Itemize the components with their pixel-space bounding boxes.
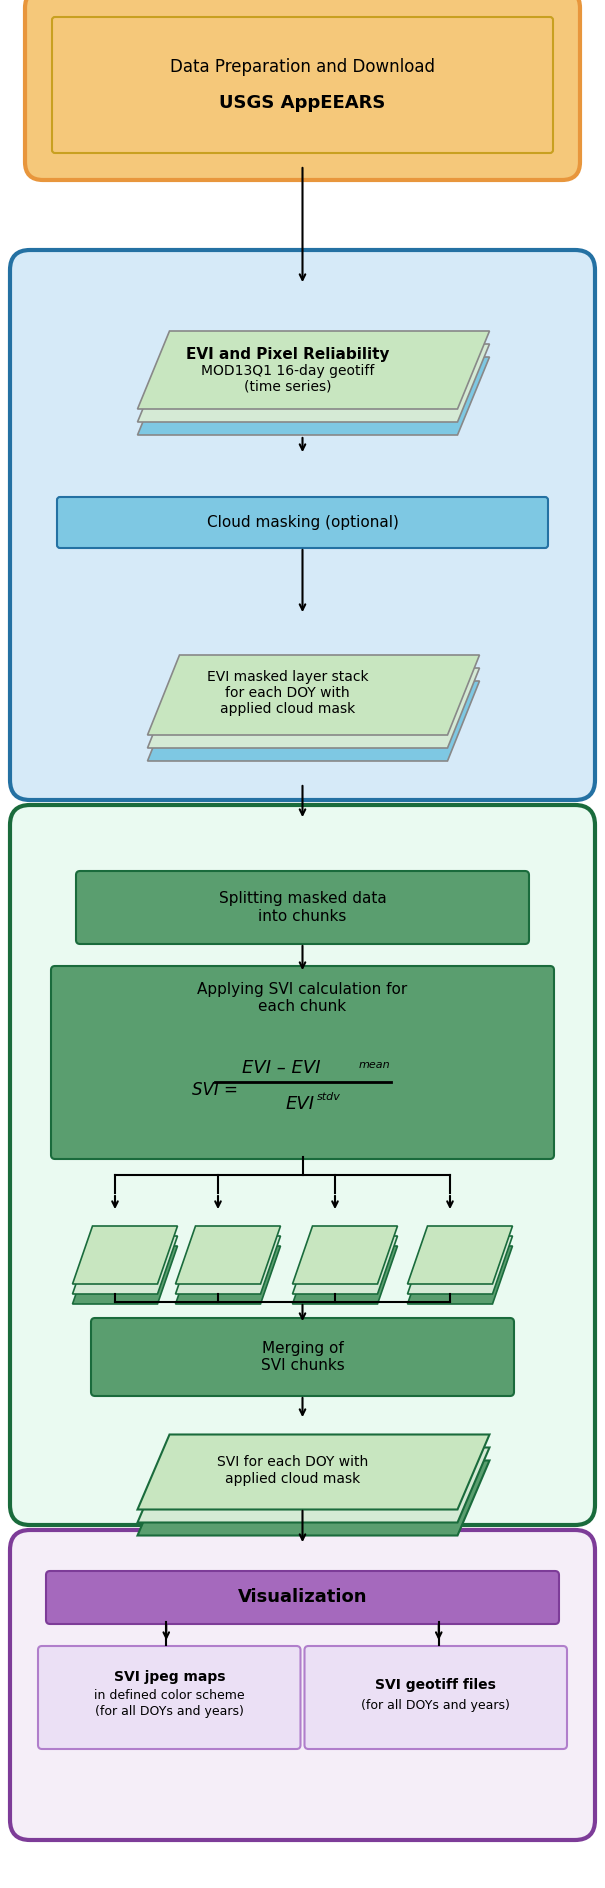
Polygon shape: [73, 1237, 177, 1293]
Polygon shape: [292, 1225, 397, 1284]
FancyBboxPatch shape: [10, 249, 595, 801]
Text: SVI jpeg maps: SVI jpeg maps: [114, 1671, 225, 1684]
Polygon shape: [292, 1237, 397, 1293]
Text: (for all DOYs and years): (for all DOYs and years): [95, 1705, 244, 1718]
Text: USGS AppEEARS: USGS AppEEARS: [219, 94, 386, 111]
Text: Data Preparation and Download: Data Preparation and Download: [170, 59, 435, 76]
Text: Cloud masking (optional): Cloud masking (optional): [206, 515, 399, 531]
Polygon shape: [408, 1246, 512, 1305]
Text: EVI and Pixel Reliability: EVI and Pixel Reliability: [186, 347, 389, 361]
Text: EVI – EVI: EVI – EVI: [242, 1059, 321, 1076]
FancyBboxPatch shape: [57, 497, 548, 548]
Text: stdv: stdv: [316, 1091, 341, 1103]
Polygon shape: [73, 1246, 177, 1305]
Text: for each DOY with: for each DOY with: [225, 685, 350, 700]
Polygon shape: [408, 1225, 512, 1284]
Text: EVI: EVI: [286, 1095, 315, 1114]
Text: SVI =: SVI =: [192, 1082, 244, 1099]
Text: (time series): (time series): [244, 379, 332, 395]
Polygon shape: [175, 1225, 281, 1284]
Polygon shape: [148, 682, 480, 761]
Text: (for all DOYs and years): (for all DOYs and years): [361, 1699, 510, 1712]
Polygon shape: [292, 1246, 397, 1305]
Text: applied cloud mask: applied cloud mask: [220, 702, 355, 716]
FancyBboxPatch shape: [10, 804, 595, 1526]
Text: SVI geotiff files: SVI geotiff files: [375, 1678, 496, 1692]
FancyBboxPatch shape: [25, 0, 580, 179]
Polygon shape: [137, 357, 489, 434]
Polygon shape: [73, 1225, 177, 1284]
FancyBboxPatch shape: [46, 1571, 559, 1624]
Text: MOD13Q1 16-day geotiff: MOD13Q1 16-day geotiff: [201, 364, 374, 378]
Polygon shape: [137, 344, 489, 423]
Polygon shape: [137, 330, 489, 410]
FancyBboxPatch shape: [38, 1646, 301, 1748]
Polygon shape: [175, 1237, 281, 1293]
FancyBboxPatch shape: [10, 1529, 595, 1841]
Text: Splitting masked data
into chunks: Splitting masked data into chunks: [218, 891, 387, 923]
Text: mean: mean: [359, 1059, 390, 1070]
Text: SVI for each DOY with: SVI for each DOY with: [217, 1456, 368, 1469]
Polygon shape: [175, 1246, 281, 1305]
FancyBboxPatch shape: [51, 967, 554, 1159]
Polygon shape: [137, 1435, 489, 1510]
FancyBboxPatch shape: [76, 870, 529, 944]
Text: applied cloud mask: applied cloud mask: [225, 1473, 360, 1486]
Polygon shape: [137, 1448, 489, 1522]
Text: Visualization: Visualization: [238, 1588, 367, 1607]
FancyBboxPatch shape: [304, 1646, 567, 1748]
Polygon shape: [408, 1237, 512, 1293]
FancyBboxPatch shape: [52, 17, 553, 153]
Polygon shape: [148, 668, 480, 748]
Polygon shape: [137, 1461, 489, 1535]
Text: in defined color scheme: in defined color scheme: [94, 1690, 244, 1701]
FancyBboxPatch shape: [91, 1318, 514, 1395]
Text: Applying SVI calculation for
each chunk: Applying SVI calculation for each chunk: [197, 982, 408, 1014]
Polygon shape: [148, 655, 480, 734]
Text: EVI masked layer stack: EVI masked layer stack: [207, 670, 368, 683]
Text: Merging of
SVI chunks: Merging of SVI chunks: [261, 1340, 344, 1373]
